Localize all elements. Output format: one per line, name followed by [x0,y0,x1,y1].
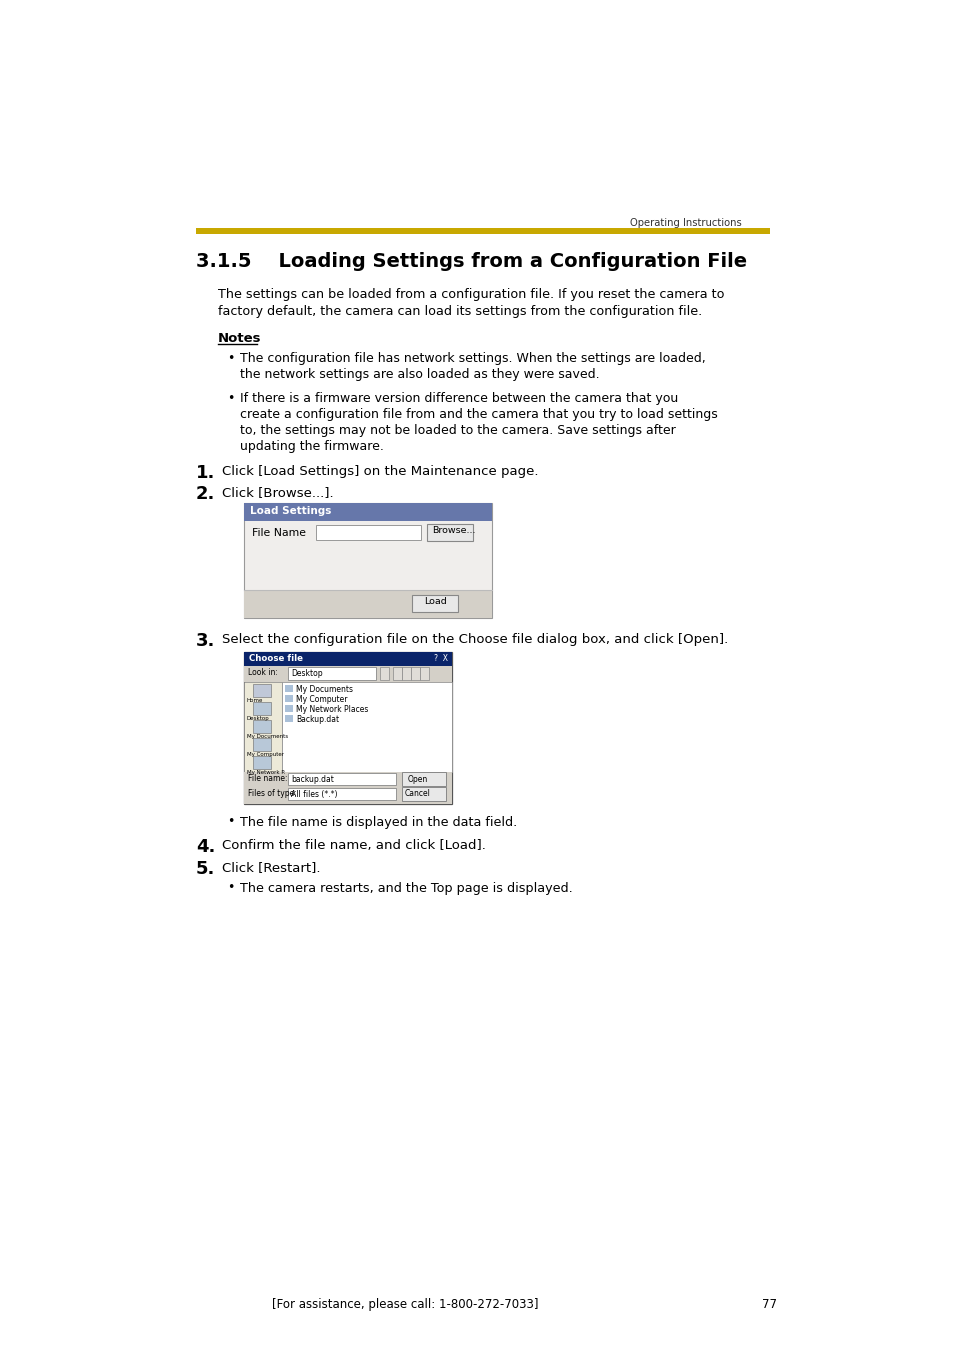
Bar [412,594,457,612]
Text: If there is a firmware version difference between the camera that you: If there is a firmware version differenc… [240,392,678,405]
Bar [401,667,411,680]
Text: My Documents: My Documents [247,734,288,739]
Bar [285,715,293,721]
Text: Click [Load Settings] on the Maintenance page.: Click [Load Settings] on the Maintenance… [222,465,537,478]
Bar [419,667,429,680]
Text: My Computer: My Computer [295,694,347,704]
Text: Open: Open [408,775,428,784]
Bar [244,682,282,771]
Text: updating the firmware.: updating the firmware. [240,440,383,453]
Text: My Computer: My Computer [247,753,284,757]
Text: The file name is displayed in the data field.: The file name is displayed in the data f… [240,816,517,830]
Text: to, the settings may not be loaded to the camera. Save settings after: to, the settings may not be loaded to th… [240,424,675,436]
Text: 3.1.5    Loading Settings from a Configuration File: 3.1.5 Loading Settings from a Configurat… [195,253,746,272]
Bar [244,666,452,682]
Bar [253,738,271,751]
Bar [285,705,293,712]
Text: 77: 77 [761,1298,776,1310]
Bar [288,788,395,800]
Bar [411,667,419,680]
Bar [427,524,473,540]
Bar [282,682,452,771]
Bar [253,757,271,769]
Bar [315,526,420,540]
Text: Browse...: Browse... [432,526,475,535]
Bar [393,667,401,680]
Bar [195,228,769,234]
Text: All files (*.*): All files (*.*) [291,790,337,798]
Bar [379,667,389,680]
Text: •: • [227,881,234,894]
Text: Operating Instructions: Operating Instructions [629,218,741,228]
Bar [244,590,492,617]
Text: factory default, the camera can load its settings from the configuration file.: factory default, the camera can load its… [218,305,701,317]
Bar [288,773,395,785]
Bar [253,720,271,734]
Text: My Network Places: My Network Places [295,705,368,713]
Text: Load Settings: Load Settings [250,507,331,516]
Text: File Name: File Name [252,528,306,538]
Text: Click [Restart].: Click [Restart]. [222,861,320,874]
Bar [401,788,446,801]
Text: My Documents: My Documents [295,685,353,694]
Bar [253,703,271,715]
Text: File name:: File name: [248,774,287,784]
Bar [244,503,492,521]
Bar [401,771,446,786]
Text: Load: Load [423,597,446,607]
Text: Select the configuration file on the Choose file dialog box, and click [Open].: Select the configuration file on the Cho… [222,634,727,646]
Bar [244,771,452,804]
Text: backup.dat: backup.dat [291,775,334,784]
Bar [285,685,293,692]
Bar [288,667,375,680]
Text: [For assistance, please call: 1-800-272-7033]: [For assistance, please call: 1-800-272-… [272,1298,537,1310]
Text: 5.: 5. [195,861,215,878]
Text: My Network P.: My Network P. [247,770,285,775]
Text: •: • [227,815,234,828]
Text: Look in:: Look in: [248,667,277,677]
Bar [244,653,452,804]
Text: The camera restarts, and the Top page is displayed.: The camera restarts, and the Top page is… [240,882,572,894]
Bar [285,694,293,703]
Text: Backup.dat: Backup.dat [295,715,338,724]
Text: The configuration file has network settings. When the settings are loaded,: The configuration file has network setti… [240,353,705,365]
Text: Notes: Notes [218,332,261,345]
Bar [244,503,492,617]
Text: Home: Home [247,698,263,703]
Text: 3.: 3. [195,632,215,650]
Text: ?  X: ? X [434,654,448,663]
Text: Choose file: Choose file [249,654,303,663]
Text: The settings can be loaded from a configuration file. If you reset the camera to: The settings can be loaded from a config… [218,288,723,301]
Text: Desktop: Desktop [291,669,322,678]
Bar [244,653,452,666]
Text: 4.: 4. [195,838,215,857]
Text: Click [Browse...].: Click [Browse...]. [222,486,334,499]
Text: 1.: 1. [195,463,215,482]
Text: Cancel: Cancel [405,789,431,798]
Text: •: • [227,353,234,365]
Text: create a configuration file from and the camera that you try to load settings: create a configuration file from and the… [240,408,717,422]
Bar [253,684,271,697]
Text: 2.: 2. [195,485,215,503]
Text: the network settings are also loaded as they were saved.: the network settings are also loaded as … [240,367,599,381]
Text: •: • [227,392,234,405]
Text: Files of type:: Files of type: [248,789,296,798]
Text: Desktop: Desktop [247,716,270,721]
Text: Confirm the file name, and click [Load].: Confirm the file name, and click [Load]. [222,839,485,852]
